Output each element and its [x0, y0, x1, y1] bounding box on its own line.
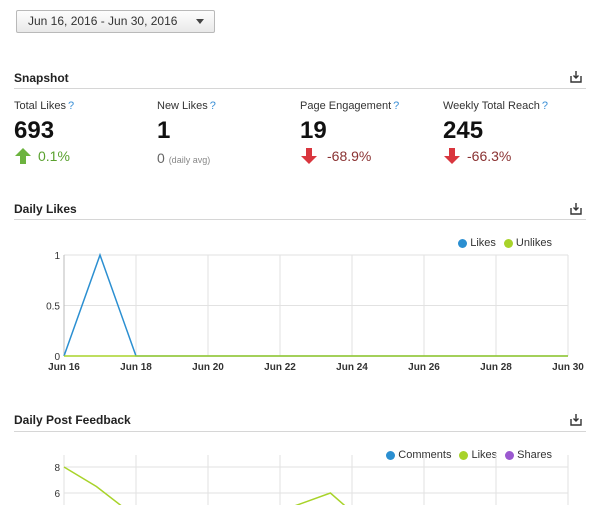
daily-likes-legend: Likes Unlikes	[450, 237, 552, 249]
stat-label: Total Likes	[14, 100, 66, 112]
daily-likes-title: Daily Likes	[14, 202, 77, 216]
daily-post-feedback-title: Daily Post Feedback	[14, 413, 131, 427]
arrow-down-icon	[444, 148, 460, 164]
legend-label: Likes	[470, 237, 496, 249]
help-icon[interactable]: ?	[209, 100, 216, 112]
help-icon[interactable]: ?	[393, 100, 400, 112]
stat-sub-note: (daily avg)	[168, 155, 211, 165]
daily-post-feedback-chart: 86	[54, 455, 569, 505]
x-tick-label: Jun 24	[336, 362, 368, 373]
daily-likes-divider	[14, 219, 586, 220]
legend-label: Shares	[517, 449, 552, 461]
y-tick-label: 6	[54, 489, 60, 500]
legend-label: Comments	[398, 449, 452, 461]
legend-item-comments[interactable]: Comments	[386, 449, 451, 461]
stat-label: Page Engagement	[300, 100, 392, 112]
legend-item-unlikes[interactable]: Unlikes	[503, 237, 552, 249]
stat-weekly-reach: Weekly Total Reach? 245 -66.3%	[443, 100, 548, 164]
stat-value: 245	[443, 117, 484, 144]
stat-label: Weekly Total Reach	[443, 100, 540, 112]
legend-dot	[459, 450, 469, 460]
legend-label: Unlikes	[515, 237, 552, 249]
stat-sub-value: 0	[157, 150, 165, 166]
date-range-dropdown[interactable]: Jun 16, 2016 - Jun 30, 2016	[16, 10, 215, 33]
date-range-label: Jun 16, 2016 - Jun 30, 2016	[28, 14, 178, 28]
legend-item-likes[interactable]: Likes	[459, 449, 497, 461]
daily-post-feedback-legend: Comments Likes Shares	[378, 449, 552, 461]
legend-dot	[505, 450, 515, 460]
y-tick-label: 8	[54, 463, 60, 474]
stat-delta: -68.9%	[327, 148, 372, 164]
legend-item-likes[interactable]: Likes	[458, 237, 496, 249]
stat-delta: -66.3%	[467, 148, 512, 164]
stat-value: 1	[157, 117, 171, 144]
daily-likes-chart: 0 0.5 1 Jun 16 Jun 18 Jun 20 Jun 22 Jun 24 Jun 2…	[46, 251, 584, 373]
legend-dot	[386, 450, 396, 460]
x-tick-label: Jun 30	[552, 362, 584, 373]
x-tick-label: Jun 18	[120, 362, 152, 373]
x-tick-label: Jun 26	[408, 362, 440, 373]
download-icon[interactable]	[570, 202, 582, 215]
help-icon[interactable]: ?	[541, 100, 548, 112]
x-tick-label: Jun 28	[480, 362, 512, 373]
y-tick-label: 0.5	[46, 302, 60, 313]
stat-delta: 0.1%	[38, 148, 70, 164]
x-tick-label: Jun 16	[48, 362, 80, 373]
arrow-up-icon	[15, 148, 31, 164]
chevron-down-icon	[196, 19, 204, 24]
help-icon[interactable]: ?	[67, 100, 75, 112]
download-icon[interactable]	[570, 413, 582, 426]
y-tick-label: 1	[54, 251, 60, 262]
daily-post-feedback-divider	[14, 431, 586, 432]
stat-label: New Likes	[157, 100, 208, 112]
stat-value: 693	[14, 117, 55, 144]
snapshot-divider	[14, 88, 586, 89]
legend-dot	[458, 238, 468, 248]
stat-total-likes: Total Likes? 693 0.1%	[14, 100, 74, 164]
x-tick-label: Jun 20	[192, 362, 224, 373]
legend-item-shares[interactable]: Shares	[505, 449, 552, 461]
series-line-likes	[63, 466, 346, 505]
stat-new-likes: New Likes? 1 0 (daily avg)	[157, 100, 216, 166]
y-tick-label: 0	[54, 352, 60, 363]
arrow-down-icon	[301, 148, 317, 164]
x-tick-label: Jun 22	[264, 362, 296, 373]
download-icon[interactable]	[570, 70, 582, 83]
legend-label: Likes	[471, 449, 498, 461]
stat-page-engagement: Page Engagement? 19 -68.9%	[300, 100, 399, 164]
legend-dot	[503, 238, 513, 248]
stat-value: 19	[300, 117, 327, 144]
snapshot-title: Snapshot	[14, 71, 69, 85]
